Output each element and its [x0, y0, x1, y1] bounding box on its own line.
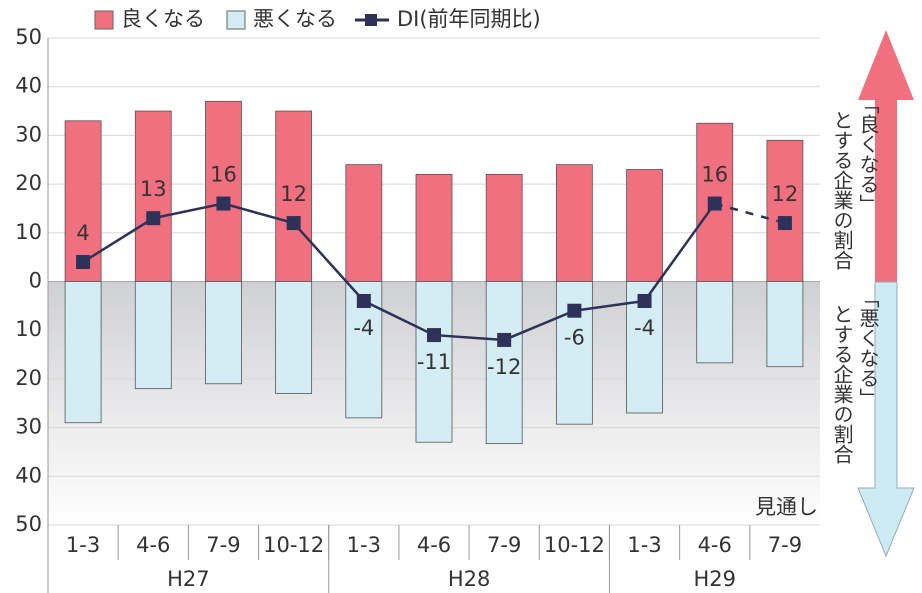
y-tick-label: 40	[15, 74, 42, 98]
x-tick-label: 4-6	[698, 533, 732, 557]
y-tick-label: 20	[15, 171, 42, 195]
data-label: -12	[487, 355, 521, 379]
bar	[766, 281, 804, 368]
di-marker	[146, 211, 161, 226]
down-arrow	[857, 281, 915, 558]
bar	[415, 173, 453, 282]
legend-swatch	[226, 10, 246, 30]
bar	[555, 164, 593, 282]
x-tick-label: 4-6	[417, 533, 451, 557]
up-arrow	[858, 30, 914, 282]
di-marker	[356, 293, 371, 308]
x-tick-label: 1-3	[347, 533, 381, 557]
di-forecast-line	[714, 202, 786, 225]
y-tick-label: 50	[15, 512, 42, 536]
forecast-label: 見通し	[755, 495, 818, 519]
y-tick-label: 10	[15, 220, 42, 244]
bar	[275, 281, 313, 394]
data-label: -4	[353, 316, 374, 340]
bar	[626, 169, 663, 282]
x-tick-label: 7-9	[487, 533, 521, 557]
data-label: 4	[76, 221, 89, 245]
data-label: 16	[701, 163, 728, 187]
bar	[555, 281, 593, 425]
y-tick-label: 40	[15, 463, 42, 487]
di-marker	[286, 216, 301, 231]
bar	[696, 281, 734, 364]
bar	[485, 173, 523, 282]
bar	[134, 281, 172, 390]
group-label: H29	[693, 567, 736, 591]
x-tick-label: 10-12	[263, 533, 324, 557]
y-tick-label: 0	[29, 269, 42, 293]
y-tick-label: 20	[15, 366, 42, 390]
legend-label: DI(前年同期比)	[397, 7, 541, 31]
side-label: とする企業の割合	[830, 110, 854, 270]
x-tick-label: 1-3	[66, 533, 100, 557]
legend-label: 良くなる	[121, 7, 205, 31]
bar	[485, 281, 523, 445]
legend-marker	[365, 14, 377, 26]
di-marker	[567, 303, 582, 318]
di-marker	[76, 255, 91, 270]
bar	[415, 281, 453, 443]
data-label: 12	[772, 182, 799, 206]
x-tick-label: 4-6	[136, 533, 170, 557]
data-label: -6	[564, 326, 585, 350]
di-marker	[707, 196, 722, 211]
di-marker	[637, 293, 652, 308]
di-marker	[497, 332, 512, 347]
bar	[275, 110, 313, 282]
data-label: 13	[140, 177, 167, 201]
bar	[345, 164, 383, 282]
di-marker	[777, 216, 792, 231]
x-tick-label: 7-9	[206, 533, 240, 557]
di-line	[82, 202, 716, 342]
y-tick-label: 50	[15, 25, 42, 49]
di-marker	[216, 196, 231, 211]
data-label: 12	[280, 182, 307, 206]
group-label: H27	[167, 567, 210, 591]
side-label: 「悪くなる」	[856, 288, 880, 408]
data-label: 16	[210, 163, 237, 187]
x-tick-label: 7-9	[768, 533, 802, 557]
bar	[64, 281, 102, 424]
di-marker	[427, 328, 441, 343]
bar	[205, 100, 242, 282]
legend-label: 悪くなる	[253, 7, 337, 31]
y-tick-label: 30	[15, 415, 42, 439]
y-tick-label: 10	[15, 317, 42, 341]
side-label: とする企業の割合	[830, 304, 854, 464]
side-label: 「良くなる」	[856, 94, 880, 214]
bar	[766, 139, 804, 282]
group-label: H28	[448, 567, 491, 591]
x-tick-label: 10-12	[544, 533, 605, 557]
y-tick-label: 30	[15, 122, 42, 146]
data-label: -11	[417, 350, 451, 374]
legend-swatch	[94, 10, 114, 30]
data-label: -4	[634, 316, 655, 340]
bar	[205, 281, 242, 385]
x-tick-label: 1-3	[627, 533, 661, 557]
